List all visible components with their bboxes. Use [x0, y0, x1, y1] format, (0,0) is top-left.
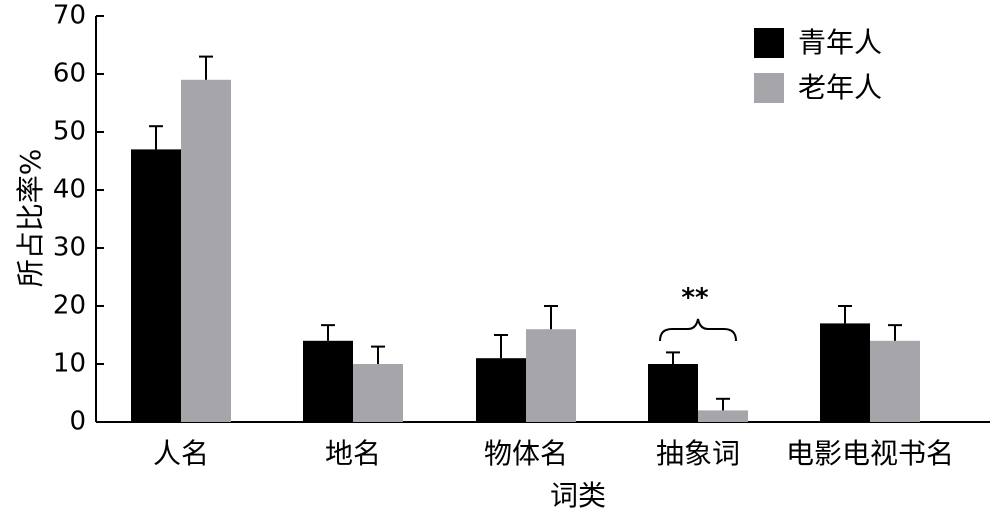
- bar-young: [303, 340, 353, 422]
- y-tick-label: 30: [53, 233, 86, 263]
- y-tick-label: 70: [53, 1, 86, 31]
- x-axis-title: 词类: [550, 479, 606, 512]
- bar-old: [181, 79, 231, 423]
- legend-label: 青年人: [798, 26, 882, 59]
- bar-old: [526, 329, 576, 422]
- y-tick-label: 10: [53, 349, 86, 379]
- legend-swatch: [754, 73, 784, 103]
- x-tick-label: 抽象词: [656, 437, 740, 470]
- x-tick-label: 人名: [153, 437, 209, 470]
- bar-old: [870, 340, 920, 422]
- y-tick-label: 60: [53, 59, 86, 89]
- significance-brace: [659, 318, 737, 342]
- bar-old: [698, 410, 748, 422]
- bars: [131, 79, 920, 423]
- significance-annotation: **: [659, 283, 737, 342]
- y-tick-label: 40: [53, 175, 86, 205]
- x-tick-label: 电影电视书名: [786, 437, 954, 470]
- y-axis: 0 10 20 30 40 50 60 70: [53, 1, 104, 437]
- legend-label: 老年人: [798, 71, 882, 104]
- y-tick-label: 50: [53, 117, 86, 147]
- y-tick-label: 20: [53, 291, 86, 321]
- bar-young: [131, 149, 181, 422]
- x-axis: 人名 地名 物体名 抽象词 电影电视书名: [96, 414, 990, 470]
- bar-old: [353, 364, 403, 422]
- bar-young: [476, 358, 526, 422]
- bar-young: [648, 364, 698, 422]
- legend-swatch: [754, 28, 784, 58]
- x-tick-label: 物体名: [484, 437, 568, 470]
- y-tick-label: 0: [69, 407, 86, 437]
- significance-label: **: [681, 283, 709, 313]
- bar-young: [820, 323, 870, 422]
- y-axis-title: 所占比率%: [14, 149, 47, 288]
- error-bars: [149, 55, 902, 411]
- x-tick-label: 地名: [325, 437, 381, 470]
